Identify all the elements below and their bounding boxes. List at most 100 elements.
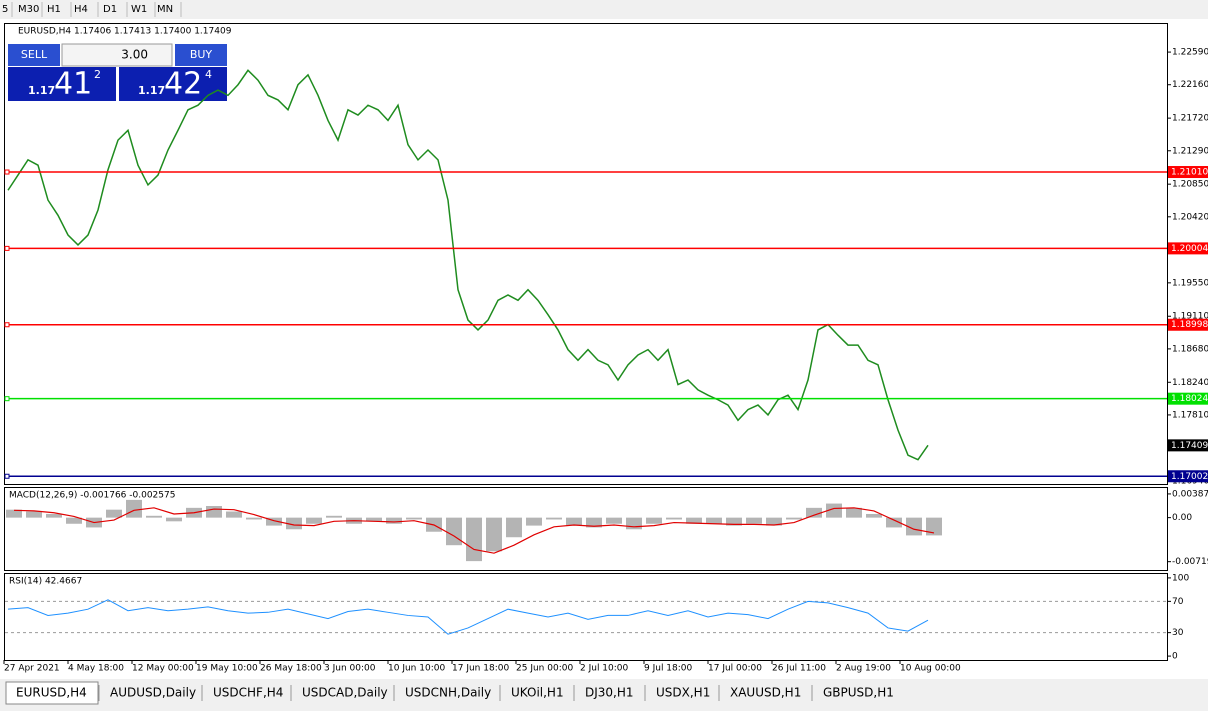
chart-tab[interactable]: XAUUSD,H1 bbox=[730, 686, 801, 700]
time-label: 17 Jun 18:00 bbox=[452, 664, 509, 674]
level-label-bg bbox=[1168, 470, 1208, 483]
macd-bar bbox=[506, 517, 522, 538]
macd-bar bbox=[206, 506, 222, 518]
y-tick-label: 1.19110 bbox=[1172, 312, 1208, 322]
time-label: 27 Apr 2021 bbox=[4, 664, 60, 674]
macd-bar bbox=[266, 517, 282, 526]
macd-bar bbox=[886, 517, 902, 528]
level-handle bbox=[4, 169, 10, 175]
macd-bar bbox=[666, 517, 682, 520]
chart-tab[interactable]: GBPUSD,H1 bbox=[823, 686, 894, 700]
macd-bar bbox=[6, 509, 22, 518]
macd-bar bbox=[246, 517, 262, 520]
macd-bar bbox=[226, 511, 242, 518]
macd-bar bbox=[646, 517, 662, 524]
macd-bar bbox=[566, 517, 582, 526]
macd-bar bbox=[586, 517, 602, 528]
macd-bar bbox=[126, 499, 142, 518]
y-tick-label: 1.21290 bbox=[1172, 146, 1208, 156]
y-tick-label: 1.19550 bbox=[1172, 278, 1208, 288]
bid-frac: 2 bbox=[94, 68, 101, 81]
macd-panel bbox=[4, 487, 1168, 571]
chart-window bbox=[0, 19, 1208, 679]
level-handle bbox=[4, 322, 10, 328]
buy-label: BUY bbox=[190, 48, 213, 61]
timeframe-button[interactable]: W1 bbox=[131, 4, 147, 15]
timeframe-button[interactable]: MN bbox=[157, 4, 173, 15]
macd-bar bbox=[466, 517, 482, 562]
time-label: 4 May 18:00 bbox=[68, 664, 124, 674]
level-label: 1.17002 bbox=[1171, 472, 1208, 482]
toolbar bbox=[0, 0, 1208, 19]
y-tick-label: 1.22590 bbox=[1172, 48, 1208, 58]
y-tick-label: 70 bbox=[1172, 597, 1184, 607]
buy-button[interactable] bbox=[175, 44, 227, 66]
macd-bar bbox=[906, 517, 922, 536]
ask-frac: 4 bbox=[205, 68, 212, 81]
y-tick-label: 1.18680 bbox=[1172, 344, 1208, 354]
macd-bar bbox=[366, 517, 382, 522]
y-tick-label: 1.21720 bbox=[1172, 114, 1208, 124]
time-label: 17 Jul 00:00 bbox=[708, 664, 762, 674]
time-label: 12 May 00:00 bbox=[132, 664, 194, 674]
y-tick-label: 1.20420 bbox=[1172, 212, 1208, 222]
level-handle bbox=[4, 245, 10, 251]
current-price-label: 1.17409 bbox=[1171, 441, 1208, 451]
chart-tab[interactable]: USDX,H1 bbox=[656, 686, 710, 700]
chart-tab[interactable]: USDCNH,Daily bbox=[405, 686, 491, 700]
macd-bar bbox=[746, 517, 762, 524]
lot-value: 3.00 bbox=[121, 48, 148, 62]
macd-signal bbox=[13, 507, 935, 554]
bid-pips: 41 bbox=[54, 67, 92, 102]
timeframe-button[interactable]: 5 bbox=[2, 4, 8, 15]
macd-bar bbox=[766, 517, 782, 526]
macd-header: MACD(12,26,9) -0.001766 -0.002575 bbox=[9, 491, 175, 501]
level-label-bg bbox=[1168, 318, 1208, 331]
macd-bar bbox=[406, 517, 422, 520]
macd-bar bbox=[846, 507, 862, 518]
sell-button[interactable] bbox=[8, 44, 60, 66]
level-label-bg bbox=[1168, 392, 1208, 405]
level-label: 1.18998 bbox=[1171, 320, 1208, 330]
chart-tab[interactable]: UKOil,H1 bbox=[511, 686, 564, 700]
lot-box[interactable] bbox=[61, 43, 173, 67]
timeframe-button[interactable]: H1 bbox=[47, 4, 61, 15]
time-label: 26 May 18:00 bbox=[260, 664, 322, 674]
macd-bar bbox=[866, 513, 882, 518]
macd-bar bbox=[626, 517, 642, 530]
y-tick-label: 0.003873 bbox=[1172, 489, 1208, 499]
chart-tab[interactable]: USDCAD,Daily bbox=[302, 686, 388, 700]
time-label: 2 Aug 19:00 bbox=[836, 664, 891, 674]
y-tick-label: 0.00 bbox=[1172, 513, 1192, 523]
level-label-bg bbox=[1168, 242, 1208, 255]
time-label: 25 Jun 00:00 bbox=[516, 664, 573, 674]
macd-bar bbox=[706, 517, 722, 524]
bid-box[interactable] bbox=[8, 67, 116, 101]
rsi-header: RSI(14) 42.4667 bbox=[9, 577, 82, 587]
chart-tab[interactable]: USDCHF,H4 bbox=[213, 686, 283, 700]
chart-tab[interactable]: DJ30,H1 bbox=[585, 686, 634, 700]
macd-bar bbox=[66, 517, 82, 524]
chart-header: EURUSD,H4 1.17406 1.17413 1.17400 1.1740… bbox=[18, 27, 232, 37]
chart-tab[interactable]: AUDUSD,Daily bbox=[110, 686, 196, 700]
macd-bar bbox=[806, 507, 822, 518]
y-tick-label: 1.17810 bbox=[1172, 410, 1208, 420]
chart-tab[interactable]: EURUSD,H4 bbox=[16, 686, 87, 700]
y-tick-label: 1.22160 bbox=[1172, 80, 1208, 90]
y-tick-label: 1.18240 bbox=[1172, 378, 1208, 388]
level-handle bbox=[4, 396, 10, 402]
y-tick-label: 30 bbox=[1172, 628, 1184, 638]
macd-bar bbox=[926, 517, 942, 536]
timeframe-button[interactable]: H4 bbox=[74, 4, 88, 15]
rsi-panel bbox=[4, 573, 1168, 661]
macd-bar bbox=[326, 515, 342, 518]
timeframe-button[interactable]: M30 bbox=[18, 4, 39, 15]
macd-bar bbox=[166, 517, 182, 522]
y-tick-label: 0 bbox=[1172, 652, 1178, 662]
timeframe-button[interactable]: D1 bbox=[103, 4, 117, 15]
time-label: 9 Jul 18:00 bbox=[644, 664, 693, 674]
level-label: 1.21010 bbox=[1171, 168, 1208, 178]
macd-bar bbox=[106, 509, 122, 518]
active-tab bbox=[5, 681, 99, 705]
